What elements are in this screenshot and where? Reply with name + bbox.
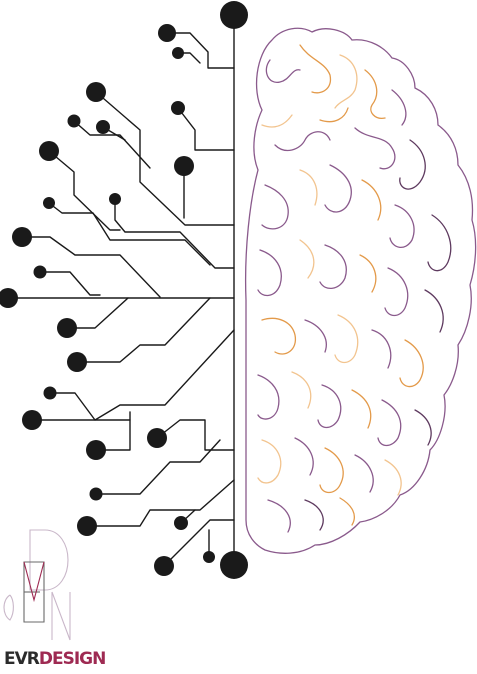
circuit-tree-icon <box>7 14 235 567</box>
evr-monogram-icon <box>3 529 71 641</box>
circuit-nodes <box>0 1 248 579</box>
logo-part-design: DESIGN <box>38 649 106 669</box>
brain-outline-icon <box>244 27 477 554</box>
brand-logo: EVRDESIGN <box>4 649 106 669</box>
logo-part-evr: EVR <box>4 649 40 669</box>
